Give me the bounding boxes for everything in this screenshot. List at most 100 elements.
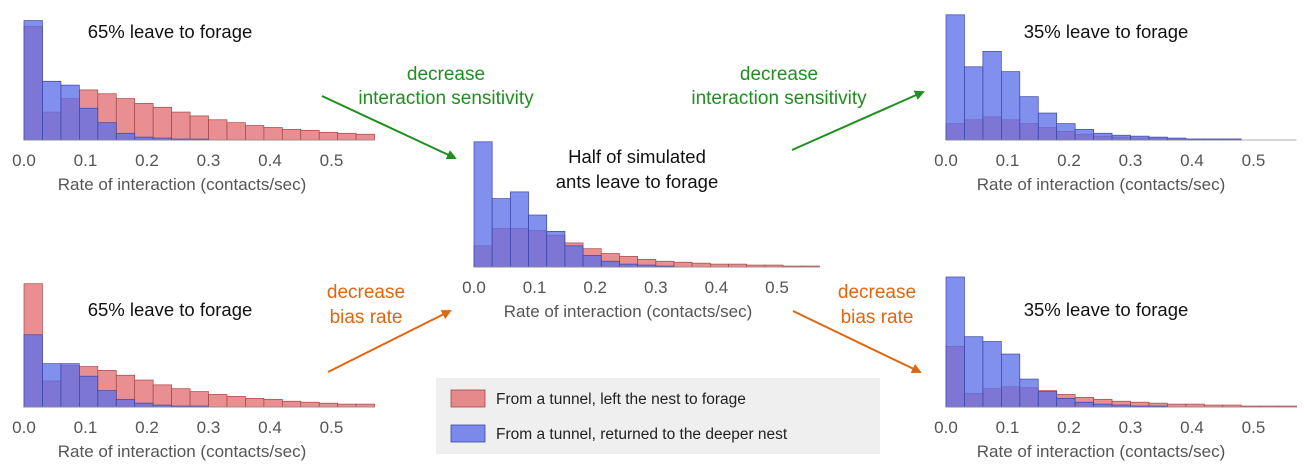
bar-left-forage [300, 130, 320, 141]
bar-returned-deeper [115, 398, 136, 408]
bar-left-forage [134, 103, 154, 141]
bar-returned-deeper [1074, 401, 1094, 408]
bar-returned-deeper [964, 336, 984, 408]
bar-returned-deeper [982, 51, 1002, 141]
x-axis-label: Rate of interaction (contacts/sec) [977, 175, 1226, 194]
legend-swatch-returned-deeper [450, 424, 486, 443]
annotation-bottom-right-line2: bias rate [841, 307, 914, 328]
x-axis-label: Rate of interaction (contacts/sec) [58, 175, 307, 194]
x-tick-label: 0.4 [1180, 151, 1204, 170]
x-tick-label: 0.2 [1057, 151, 1081, 170]
legend-swatch-left-forage [450, 389, 486, 408]
x-tick-label: 0.2 [135, 151, 159, 170]
histogram-top_right: 0.0 0.1 0.2 0.3 0.4 0.5 Rate of interaction (c… [934, 14, 1297, 194]
bar-left-forage [208, 119, 228, 141]
arrow-bottom-left [327, 310, 452, 373]
bar-returned-deeper [42, 363, 62, 408]
bar-returned-deeper [97, 390, 117, 408]
legend: From a tunnel, left the nest to forage F… [436, 378, 880, 454]
x-tick-label: 0.1 [523, 278, 547, 297]
bar-returned-deeper [1074, 129, 1094, 141]
bar-returned-deeper [1093, 403, 1113, 408]
x-tick-label: 0.0 [462, 278, 486, 297]
panel-title: 35% leave to forage [1024, 299, 1189, 320]
bar-left-forage [691, 262, 711, 268]
x-axis-label: Rate of interaction (contacts/sec) [977, 442, 1226, 461]
arrow-bottom-right [792, 310, 922, 374]
annotation-top-right-line1: decrease [740, 64, 818, 85]
bar-returned-deeper [1019, 96, 1039, 141]
bar-left-forage [355, 133, 375, 141]
x-tick-label: 0.4 [258, 151, 282, 170]
bar-returned-deeper [1000, 71, 1021, 141]
panel-title: Half of simulated [568, 146, 706, 167]
bar-returned-deeper [945, 276, 965, 408]
arrow-top-right [791, 90, 925, 151]
bar-left-forage [300, 401, 320, 408]
x-tick-label: 0.2 [135, 418, 159, 437]
bar-left-forage [263, 398, 283, 408]
histogram-center: 0.0 0.1 0.2 0.3 0.4 0.5 Rate of interaction (c… [462, 141, 820, 321]
bar-returned-deeper [60, 84, 80, 141]
bar-returned-deeper [134, 136, 154, 141]
bar-left-forage [1167, 403, 1187, 408]
bar-returned-deeper [982, 341, 1002, 408]
bar-returned-deeper [528, 214, 548, 268]
x-tick-label: 0.0 [934, 418, 958, 437]
x-tick-label: 0.3 [1119, 418, 1143, 437]
bar-left-forage [318, 131, 339, 141]
histogram-panels: 0.0 0.1 0.2 0.3 0.4 0.5 Rate of interaction (c… [12, 14, 1297, 461]
x-tick-label: 0.1 [996, 418, 1020, 437]
bar-returned-deeper [619, 263, 638, 268]
bar-left-forage [226, 396, 246, 408]
x-axis-label: Rate of interaction (contacts/sec) [58, 442, 307, 461]
bar-returned-deeper [78, 107, 99, 141]
bar-left-forage [263, 127, 283, 141]
x-tick-label: 0.5 [320, 418, 344, 437]
histogram-top_left: 0.0 0.1 0.2 0.3 0.4 0.5 Rate of interaction (c… [12, 20, 375, 194]
bar-left-forage [245, 125, 265, 141]
bar-left-forage [1185, 403, 1205, 408]
bar-left-forage [152, 384, 172, 408]
bar-returned-deeper [945, 14, 965, 141]
bar-returned-deeper [491, 198, 511, 268]
x-tick-label: 0.3 [644, 278, 668, 297]
bar-returned-deeper [1037, 391, 1058, 408]
legend-background [436, 378, 880, 454]
bar-left-forage [281, 400, 302, 408]
x-tick-label: 0.0 [12, 151, 36, 170]
bar-returned-deeper [546, 231, 566, 268]
bar-returned-deeper [964, 66, 984, 141]
bar-returned-deeper [60, 363, 80, 408]
bar-left-forage [245, 397, 265, 408]
x-tick-label: 0.5 [1242, 151, 1266, 170]
annotation-top-right-line2: interaction sensitivity [691, 88, 867, 109]
bar-returned-deeper [1093, 132, 1113, 141]
bar-left-forage [673, 261, 693, 268]
x-tick-label: 0.4 [705, 278, 729, 297]
panel-title: 35% leave to forage [1024, 21, 1189, 42]
annotation-bottom-left-line1: decrease [327, 282, 405, 303]
bar-returned-deeper [134, 402, 154, 408]
bar-left-forage [171, 111, 191, 141]
bar-left-forage [171, 388, 191, 408]
x-tick-label: 0.4 [1180, 418, 1204, 437]
bar-returned-deeper [473, 141, 493, 268]
bar-returned-deeper [23, 20, 43, 141]
x-tick-label: 0.5 [765, 278, 789, 297]
bar-returned-deeper [600, 260, 620, 268]
bar-returned-deeper [1130, 135, 1150, 141]
bar-returned-deeper [97, 122, 117, 141]
x-tick-label: 0.5 [1242, 418, 1266, 437]
bar-returned-deeper [564, 245, 584, 268]
bar-left-forage [189, 115, 209, 141]
annotation-top-left-line2: interaction sensitivity [358, 88, 534, 109]
x-tick-label: 0.1 [74, 418, 98, 437]
x-tick-label: 0.1 [996, 151, 1020, 170]
bar-left-forage [318, 402, 339, 408]
bar-left-forage [709, 263, 729, 268]
bar-returned-deeper [1056, 123, 1076, 141]
bar-left-forage [728, 263, 748, 268]
bar-left-forage [355, 403, 375, 408]
